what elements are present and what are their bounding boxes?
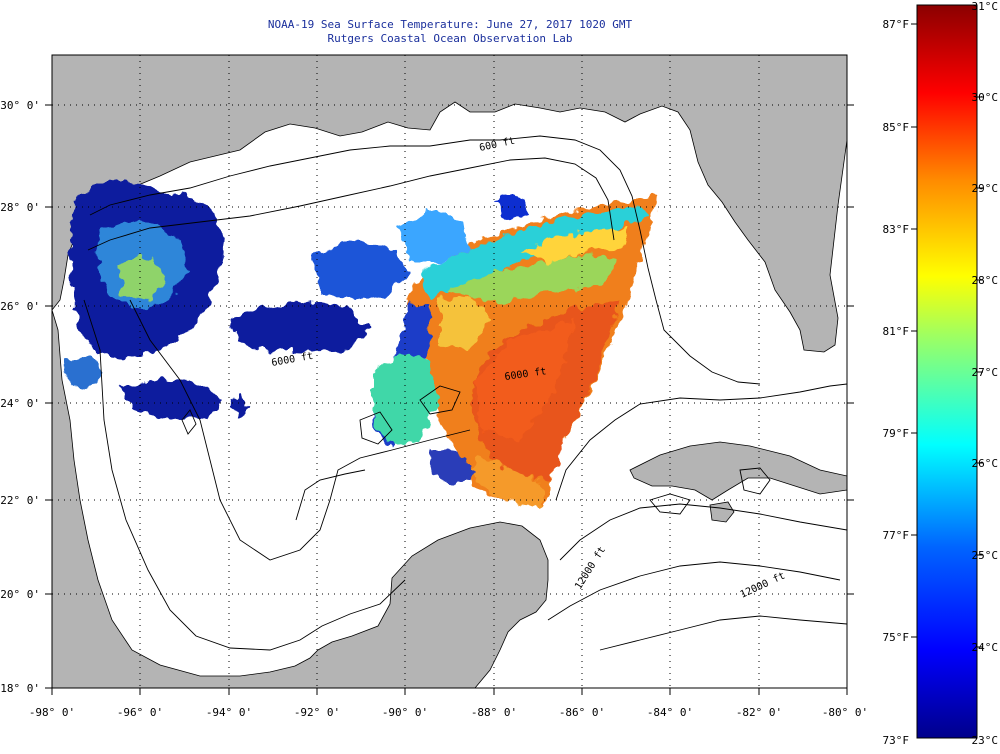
f-label: 87°F [883, 18, 910, 31]
color-bar-gradient [916, 4, 978, 739]
c-label: 23°C [972, 734, 999, 747]
c-label: 25°C [972, 549, 999, 562]
lon-label: -98° 0' [29, 706, 75, 719]
f-label: 73°F [883, 734, 910, 747]
us-gulf-coast [52, 55, 847, 353]
lon-label: -92° 0' [294, 706, 340, 719]
f-label: 79°F [883, 427, 910, 440]
lon-label: -80° 0' [822, 706, 868, 719]
map-title: NOAA-19 Sea Surface Temperature: June 27… [0, 18, 900, 46]
c-label: 31°C [972, 0, 999, 13]
lon-label: -88° 0' [471, 706, 517, 719]
celsius-labels: 31°C 30°C 29°C 28°C 27°C 26°C 25°C 24°C … [972, 0, 999, 747]
lat-label: 26° 0' [0, 300, 40, 313]
fahrenheit-labels: 87°F 85°F 83°F 81°F 79°F 77°F 75°F 73°F [883, 18, 910, 747]
cuba [629, 441, 847, 501]
lat-label: 22° 0' [0, 494, 40, 507]
isla-juventud [709, 501, 735, 523]
lon-label: -90° 0' [382, 706, 428, 719]
f-label: 83°F [883, 223, 910, 236]
lat-label: 28° 0' [0, 201, 40, 214]
lon-label: -96° 0' [117, 706, 163, 719]
c-label: 28°C [972, 274, 999, 287]
color-bar-ticks [911, 23, 983, 648]
title-line-2: Rutgers Coastal Ocean Observation Lab [327, 32, 573, 45]
c-label: 29°C [972, 182, 999, 195]
c-label: 27°C [972, 366, 999, 379]
color-bar: 87°F 85°F 83°F 81°F 79°F 77°F 75°F 73°F … [883, 0, 999, 747]
lon-label: -82° 0' [736, 706, 782, 719]
f-label: 81°F [883, 325, 910, 338]
sst-swath [64, 180, 658, 506]
c-label: 26°C [972, 457, 999, 470]
lon-label: -84° 0' [647, 706, 693, 719]
lon-label: -86° 0' [559, 706, 605, 719]
lat-tick-labels: 18° 0' 20° 0' 22° 0' 24° 0' 26° 0' 28° 0… [0, 99, 40, 695]
c-label: 30°C [972, 91, 999, 104]
f-label: 75°F [883, 631, 910, 644]
lat-label: 24° 0' [0, 397, 40, 410]
lat-lon-grid [52, 55, 847, 688]
f-label: 85°F [883, 121, 910, 134]
lat-label: 18° 0' [0, 682, 40, 695]
map-panel: 6000 ft 6000 ft 600 ft 12000 ft 12000 ft [52, 55, 847, 688]
lat-label: 30° 0' [0, 99, 40, 112]
title-line-1: NOAA-19 Sea Surface Temperature: June 27… [267, 18, 633, 31]
tick-marks [45, 104, 854, 695]
bathymetry-contours [83, 135, 847, 651]
c-label: 24°C [972, 641, 999, 654]
lon-tick-labels: -98° 0' -96° 0' -94° 0' -92° 0' -90° 0' … [29, 706, 868, 719]
lon-label: -94° 0' [206, 706, 252, 719]
f-label: 77°F [883, 529, 910, 542]
lat-label: 20° 0' [0, 588, 40, 601]
map-frame [51, 54, 848, 689]
